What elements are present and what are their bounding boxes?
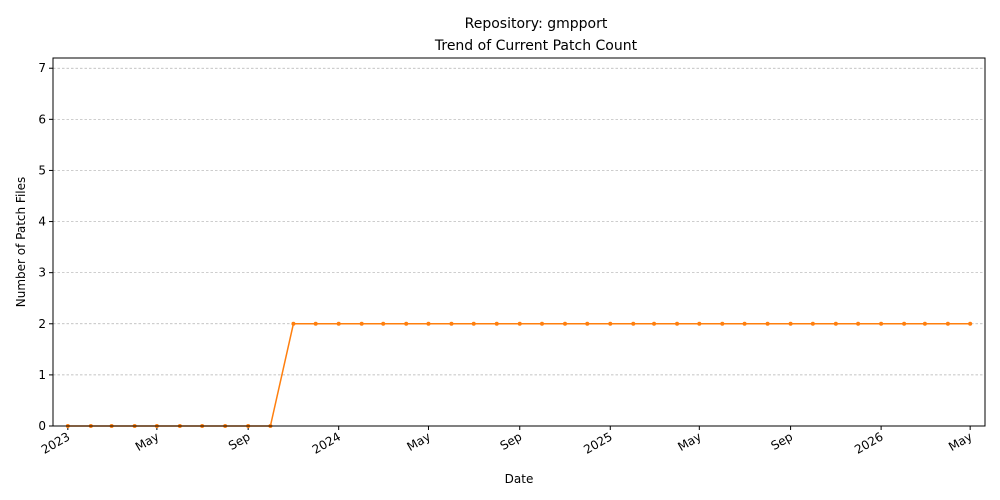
data-point bbox=[856, 321, 861, 326]
data-point bbox=[922, 321, 927, 326]
data-point bbox=[608, 321, 613, 326]
data-point bbox=[902, 321, 907, 326]
data-point bbox=[675, 321, 680, 326]
x-tick-label: May bbox=[404, 429, 432, 454]
data-point bbox=[426, 321, 431, 326]
data-point bbox=[381, 321, 386, 326]
data-point bbox=[720, 321, 725, 326]
x-tick-label: May bbox=[946, 429, 974, 454]
data-point bbox=[336, 321, 341, 326]
data-point bbox=[968, 321, 973, 326]
y-tick-label: 3 bbox=[38, 266, 46, 280]
y-tick-label: 1 bbox=[38, 368, 46, 382]
y-tick-label: 0 bbox=[38, 419, 46, 433]
plot-frame bbox=[52, 57, 986, 427]
x-tick-label: 2025 bbox=[581, 429, 614, 456]
chart-subtitle: Trend of Current Patch Count bbox=[434, 38, 638, 54]
x-tick-label: 2024 bbox=[310, 429, 343, 456]
data-point bbox=[788, 321, 793, 326]
x-tick-label: 2026 bbox=[852, 429, 885, 456]
x-axis-label: Date bbox=[505, 472, 534, 486]
y-tick-label: 7 bbox=[38, 61, 46, 75]
data-point bbox=[945, 321, 950, 326]
y-tick-label: 4 bbox=[38, 215, 46, 229]
data-point bbox=[404, 321, 409, 326]
data-point bbox=[765, 321, 770, 326]
data-point bbox=[631, 321, 636, 326]
x-tick-label: May bbox=[133, 429, 161, 454]
x-tick-label: 2023 bbox=[39, 429, 72, 456]
x-axis-ticks: 2023 May Sep 2024 May Sep 2025 May Sep 2026 May bbox=[39, 426, 975, 457]
data-point bbox=[494, 321, 499, 326]
data-point bbox=[585, 321, 590, 326]
y-tick-label: 5 bbox=[38, 163, 46, 177]
y-axis-ticks: 0 1 2 3 4 5 6 7 bbox=[38, 61, 53, 433]
x-tick-label: Sep bbox=[498, 429, 525, 452]
data-point bbox=[879, 321, 884, 326]
data-point bbox=[742, 321, 747, 326]
x-tick-label: Sep bbox=[768, 429, 795, 452]
data-point bbox=[517, 321, 522, 326]
y-tick-label: 6 bbox=[38, 112, 46, 126]
data-point bbox=[652, 321, 657, 326]
data-point bbox=[291, 321, 296, 326]
y-gridlines bbox=[53, 67, 985, 427]
x-tick-label: May bbox=[675, 429, 703, 454]
y-axis-label: Number of Patch Files bbox=[14, 177, 28, 308]
data-point bbox=[540, 321, 545, 326]
chart-title: Repository: gmpport bbox=[465, 16, 608, 32]
data-point bbox=[359, 321, 364, 326]
data-point bbox=[471, 321, 476, 326]
y-tick-label: 2 bbox=[38, 317, 46, 331]
data-point bbox=[563, 321, 568, 326]
data-point bbox=[449, 321, 454, 326]
data-point bbox=[313, 321, 318, 326]
data-point bbox=[810, 321, 815, 326]
data-point bbox=[697, 321, 702, 326]
x-tick-label: Sep bbox=[226, 429, 253, 452]
data-point bbox=[833, 321, 838, 326]
